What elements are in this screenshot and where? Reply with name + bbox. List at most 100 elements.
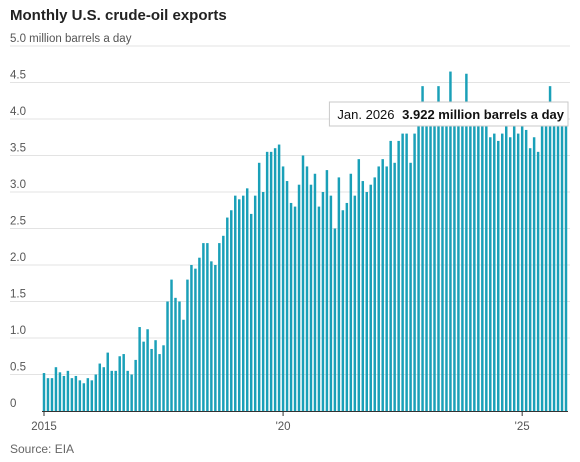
bar: [524, 129, 528, 411]
bar: [409, 162, 412, 411]
bar: [277, 144, 281, 412]
bar: [202, 243, 205, 411]
bar: [413, 133, 416, 411]
bar: [405, 133, 408, 411]
bar: [552, 126, 556, 412]
bar: [162, 345, 165, 411]
bar: [516, 133, 520, 411]
bar: [130, 374, 133, 411]
tooltip-box: [328, 101, 569, 127]
bar: [142, 341, 145, 411]
bar: [437, 86, 440, 412]
bar: [449, 71, 452, 412]
bar: [429, 126, 432, 412]
bar: [234, 195, 237, 411]
tooltip-text: Jan. 2026 3.922 million barrels a day: [337, 107, 564, 122]
bar: [178, 301, 181, 411]
y-tick-label: 3.0: [10, 179, 26, 191]
bar: [238, 199, 241, 411]
tooltip-date: Jan. 2026: [337, 107, 394, 122]
bar: [505, 111, 508, 411]
bar: [393, 162, 396, 411]
bar: [548, 86, 552, 412]
bar: [58, 372, 62, 411]
bar: [453, 111, 456, 411]
y-tick-label: 4.5: [10, 70, 26, 82]
bar: [70, 378, 74, 411]
bar: [349, 173, 353, 411]
bar: [337, 177, 341, 411]
bar: [508, 137, 512, 411]
bar: [138, 327, 141, 411]
bar: [536, 151, 540, 411]
bar: [469, 119, 472, 411]
x-tick-label: '20: [276, 421, 291, 433]
bar: [54, 367, 58, 411]
bar: [305, 166, 309, 411]
bar: [425, 119, 428, 411]
bar: [118, 356, 121, 411]
bar: [560, 122, 564, 412]
bar: [249, 213, 253, 411]
bar: [381, 159, 384, 411]
source-note: Source: EIA: [10, 442, 75, 456]
bar: [78, 380, 82, 411]
bar: [369, 184, 372, 411]
bar: [377, 166, 380, 411]
bar: [126, 370, 129, 411]
bar: [321, 192, 325, 411]
bar-series: [42, 71, 568, 412]
bar: [397, 140, 400, 411]
bar: [146, 329, 149, 411]
bar: [497, 140, 500, 411]
y-tick-label: 5.0 million barrels a day: [10, 33, 132, 45]
bar: [218, 243, 221, 411]
bar: [481, 126, 484, 412]
bar: [242, 195, 245, 411]
bar: [269, 151, 273, 411]
bar: [445, 111, 448, 411]
chart-title: Monthly U.S. crude-oil exports: [10, 7, 227, 24]
bar: [325, 170, 329, 411]
bar: [198, 257, 201, 411]
bar: [194, 268, 197, 411]
bar: [417, 115, 420, 411]
bar: [489, 137, 492, 411]
bar: [532, 137, 536, 411]
bar: [122, 354, 125, 411]
bar: [74, 375, 78, 411]
y-tick-label: 1.0: [10, 325, 26, 337]
bar: [473, 111, 476, 411]
y-tick-label: 0.5: [10, 362, 26, 374]
bar: [182, 319, 185, 411]
bar: [329, 195, 333, 411]
bar: [477, 115, 480, 411]
bar: [265, 151, 269, 411]
bar: [297, 184, 301, 411]
bar: [285, 181, 289, 411]
axes: 2015 '20 '25: [31, 411, 568, 433]
bar: [214, 265, 217, 411]
bar: [501, 133, 504, 411]
bar: [520, 126, 524, 412]
bar: [433, 122, 436, 412]
bar: [333, 228, 337, 411]
bar: [512, 108, 516, 412]
bar: [465, 73, 468, 412]
bar: [174, 297, 177, 411]
bar: [114, 370, 117, 411]
bar: [66, 370, 70, 411]
bar: [345, 202, 349, 411]
bar: [485, 115, 488, 411]
bar: [289, 202, 293, 411]
y-tick-label: 1.5: [10, 289, 26, 301]
bar: [293, 206, 297, 411]
bar: [206, 243, 209, 411]
bar: [457, 122, 460, 412]
bar: [94, 374, 98, 411]
bar: [186, 279, 189, 411]
x-tick-label: '25: [515, 421, 530, 433]
bar: [540, 119, 544, 411]
y-tick-label: 0: [10, 398, 16, 410]
